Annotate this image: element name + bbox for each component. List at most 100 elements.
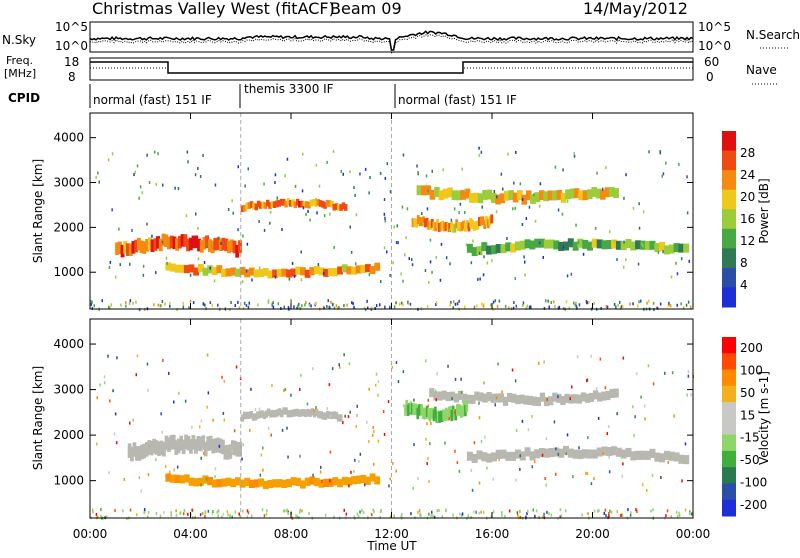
power-cell [327,268,334,277]
power-cell [221,237,226,251]
velocity-cell [654,452,661,462]
velocity-scatter-echo [115,441,118,445]
power-scatter-echo [213,279,216,283]
velocity-speckle [371,513,373,517]
velocity-scatter-echo [621,474,623,478]
velocity-speckle [136,513,138,517]
velocity-speckle [362,511,365,514]
power-cell [411,218,415,228]
time-tick-label: 12:00 [374,527,409,541]
velocity-cell [299,409,304,417]
power-cell [565,189,571,200]
power-scatter-echo [359,172,361,176]
velocity-speckle [598,509,600,512]
velocity-scatter-echo [199,425,201,429]
cpid-label: CPID [8,91,40,105]
power-cell [325,199,330,207]
power-scatter-echo [136,164,139,168]
power-cell [225,268,232,277]
velocity-scatter-echo [364,483,366,487]
velocity-scatter-echo [660,476,662,479]
velocity-scatter-echo [223,418,226,422]
velocity-cell [543,448,550,458]
velocity-scatter-echo [113,432,116,436]
velocity-speckle [286,509,288,513]
velocity-scatter-echo [644,417,646,421]
power-speckle [333,306,336,310]
velocity-speckle [147,511,150,514]
velocity-cell [242,411,247,420]
power-cell [117,241,122,255]
power-scatter-echo [307,209,309,213]
power-scatter-echo [417,171,419,174]
power-speckle [615,305,617,309]
power-scatter-echo [329,212,331,216]
velocity-cell [309,476,316,485]
velocity-cell [470,395,476,405]
velocity-scatter-echo [344,414,346,418]
velocity-cell [301,409,306,417]
velocity-cell [137,446,142,461]
velocity-speckle [665,514,667,518]
power-cell [659,241,666,251]
velocity-speckle [604,508,607,512]
velocity-speckle [343,508,345,512]
power-scatter-echo [95,175,97,179]
power-speckle [326,305,328,308]
power-speckle [110,303,113,307]
power-speckle [323,306,325,310]
power-speckle [128,302,131,306]
velocity-cell [360,474,367,483]
power-speckle [682,306,685,310]
velocity-cell [524,447,531,457]
power-cell [224,238,229,252]
nsky-tick-bottom: 10^0 [55,39,88,53]
power-cell [202,267,209,276]
power-speckle [189,299,192,303]
power-scatter-echo [470,261,473,265]
velocity-colorbar-tick: -15 [740,431,760,445]
cpid-segment-2: themis 3300 IF [244,82,334,96]
velocity-speckle [431,510,433,514]
power-cell [505,242,512,252]
power-cell [300,267,306,276]
power-scatter-echo [138,196,140,200]
velocity-cell [297,409,301,417]
velocity-scatter-echo [200,419,203,423]
velocity-scatter-echo [313,409,315,413]
power-cell [262,268,269,277]
velocity-scatter-echo [426,422,428,426]
velocity-scatter-echo [427,404,430,408]
velocity-cell [199,436,203,452]
velocity-scatter-echo [569,397,571,401]
power-scatter-echo [479,277,481,281]
power-speckle [667,303,670,307]
velocity-speckle [308,512,310,515]
velocity-scatter-echo [284,387,287,391]
velocity-cell [609,388,615,398]
power-scatter-echo [202,154,204,157]
time-tick-label: 08:00 [274,527,309,541]
power-scatter-echo [528,205,531,209]
velocity-cell [433,391,439,401]
velocity-cell [235,477,241,486]
velocity-cell [519,394,525,404]
velocity-speckle [212,510,214,514]
power-speckle [568,306,571,310]
power-speckle [283,305,285,309]
velocity-speckle [227,513,229,517]
velocity-cell [534,449,541,459]
power-scatter-echo [342,172,344,176]
velocity-cell [256,411,260,419]
velocity-cell [476,450,483,460]
velocity-scatter-echo [391,365,394,369]
power-speckle [492,300,495,304]
velocity-scatter-echo [686,393,688,397]
power-cell [259,202,263,209]
power-cell [539,190,545,201]
velocity-speckle [670,515,672,518]
power-scatter-echo [464,188,467,192]
power-scatter-echo [534,219,537,223]
power-scatter-echo [195,212,197,216]
